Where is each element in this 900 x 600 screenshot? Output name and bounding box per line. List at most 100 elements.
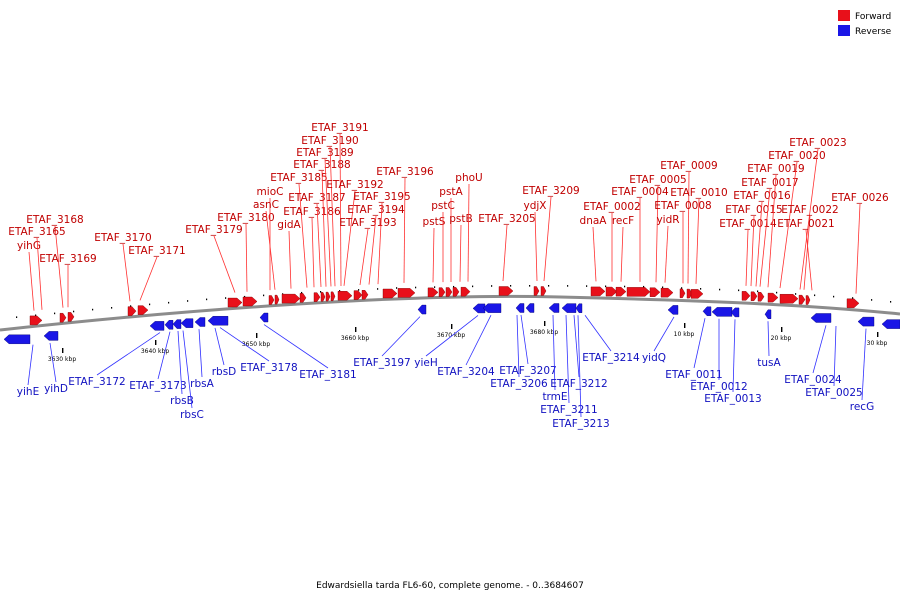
forward-gene-33: [649, 287, 661, 297]
minor-tick: [738, 289, 740, 292]
forward-leader-line: [213, 235, 236, 293]
gene-label-etaf-0004: ETAF_0004: [611, 186, 669, 198]
minor-tick: [586, 285, 588, 287]
forward-leader-line: [359, 228, 369, 286]
reverse-gene-11: [472, 303, 486, 314]
forward-gene-45: [846, 298, 860, 308]
gene-label-psts: pstS: [423, 216, 446, 228]
gene-label-pstb: pstB: [449, 213, 472, 225]
gene-label-etaf-3204: ETAF_3204: [437, 366, 495, 378]
minor-tick: [700, 288, 702, 290]
gene-label-etaf-3211: ETAF_3211: [540, 404, 597, 416]
reverse-leader-line: [157, 331, 171, 380]
major-tick: [544, 321, 546, 326]
forward-gene-39: [750, 291, 758, 301]
gene-label-rbsd: rbsD: [212, 366, 237, 378]
forward-leader-line: [36, 237, 43, 310]
forward-leader-line: [139, 256, 158, 301]
gene-label-etaf-3188: ETAF_3188: [293, 159, 350, 171]
forward-leader-line: [695, 198, 700, 284]
gene-label-etaf-3206: ETAF_3206: [490, 378, 548, 390]
minor-tick: [111, 307, 113, 309]
major-tick: [62, 348, 64, 353]
scale-ticks: 3630 kbp 3640 kbp 3650 kbp 3660 kbp 3670 kbp…: [16, 285, 892, 363]
gene-label-etaf-0026: ETAF_0026: [831, 192, 889, 204]
reverse-leader-line: [219, 327, 270, 362]
legend-reverse-swatch: [838, 25, 850, 36]
tick-label: 3680 kbp: [530, 329, 558, 336]
reverse-gene-6: [180, 318, 194, 328]
forward-gene-3: [67, 312, 75, 322]
gene-label-etaf-3214: ETAF_3214: [582, 352, 640, 364]
tick-label: 10 kbp: [674, 331, 695, 338]
forward-leader-line: [377, 202, 383, 285]
forward-gene-35: [679, 288, 686, 298]
major-tick: [684, 323, 686, 328]
gene-label-etaf-0020: ETAF_0020: [768, 150, 825, 162]
reverse-gene-25: [881, 319, 900, 329]
minor-tick: [92, 308, 94, 311]
gene-label-yihe: yihE: [17, 386, 39, 398]
gene-label-etaf-0005: ETAF_0005: [629, 174, 686, 186]
gene-label-etaf-3205: ETAF_3205: [478, 213, 535, 225]
gene-label-etaf-3173: ETAF_3173: [129, 380, 186, 392]
minor-tick: [415, 286, 417, 289]
forward-leader-line: [534, 211, 538, 282]
gene-label-etaf-3185: ETAF_3185: [270, 172, 327, 184]
forward-gene-37: [690, 289, 704, 299]
minor-tick: [833, 295, 835, 298]
minor-tick: [358, 289, 360, 291]
forward-gene-43: [798, 294, 806, 305]
minor-tick: [187, 300, 189, 302]
gene-label-psta: pstA: [439, 186, 463, 198]
forward-leader-line: [403, 177, 406, 283]
gene-label-etaf-3212: ETAF_3212: [550, 378, 607, 390]
reverse-gene-3: [149, 321, 165, 331]
gene-label-tusa: tusA: [757, 357, 781, 369]
forward-gene-30: [605, 286, 618, 297]
forward-leader-line: [803, 215, 811, 290]
forward-gene-1: [29, 315, 43, 326]
forward-gene-38: [741, 291, 751, 301]
reverse-leader-line: [263, 324, 329, 369]
gene-label-etaf-3170: ETAF_3170: [94, 232, 151, 244]
reverse-leader-line: [182, 330, 193, 409]
forward-gene-7: [242, 296, 258, 307]
forward-leader-line: [329, 146, 336, 287]
forward-gene-21: [427, 287, 439, 298]
minor-tick: [168, 301, 170, 304]
reverse-leader-line: [653, 316, 675, 352]
gene-label-asnc: asnC: [253, 199, 279, 211]
gene-label-etaf-0023: ETAF_0023: [789, 137, 846, 149]
minor-tick: [567, 285, 569, 287]
forward-leader-line: [745, 229, 749, 286]
reverse-leader-line: [49, 342, 57, 383]
forward-gene-28: [540, 286, 547, 296]
gene-label-etaf-0009: ETAF_0009: [660, 160, 717, 172]
minor-tick: [472, 285, 474, 288]
minor-tick: [548, 285, 550, 287]
gene-label-etaf-0016: ETAF_0016: [733, 190, 791, 202]
forward-leader-line: [805, 229, 813, 291]
reverse-leader-line: [577, 315, 582, 418]
gene-label-etaf-0024: ETAF_0024: [784, 374, 842, 386]
gene-label-etaf-3180: ETAF_3180: [217, 212, 274, 224]
gene-label-etaf-3169: ETAF_3169: [39, 253, 96, 265]
reverse-leader-line: [425, 315, 479, 357]
gene-label-recg: recG: [850, 401, 874, 413]
forward-gene-2: [59, 313, 67, 323]
gene-label-etaf-3189: ETAF_3189: [296, 147, 353, 159]
major-tick: [451, 324, 453, 329]
legend-reverse-label: Reverse: [855, 27, 892, 37]
gene-label-etaf-3195: ETAF_3195: [353, 191, 410, 203]
minor-tick: [871, 299, 873, 301]
caption: Edwardsiella tarda FL6-60, complete geno…: [316, 581, 584, 591]
minor-tick: [852, 297, 854, 299]
gene-label-etaf-3178: ETAF_3178: [240, 362, 297, 374]
forward-leader-line: [54, 225, 64, 308]
reverse-leader-line: [767, 321, 770, 357]
reverse-leader-line: [812, 325, 827, 374]
gene-label-trme: trmE: [542, 391, 567, 403]
gene-label-etaf-3194: ETAF_3194: [347, 204, 405, 216]
